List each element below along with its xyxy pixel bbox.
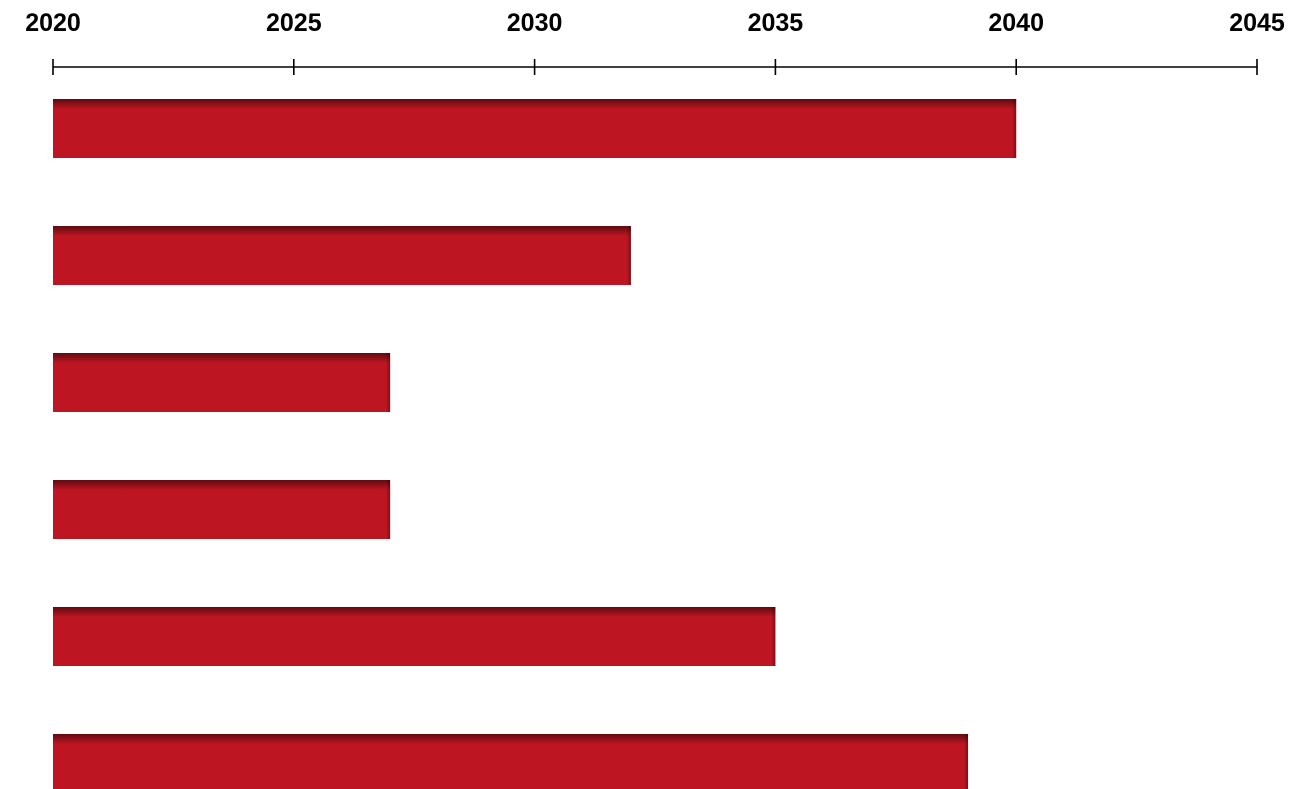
bar-body (53, 353, 391, 412)
bar (53, 226, 631, 285)
x-tick-label: 2020 (25, 9, 81, 37)
bar-body (53, 734, 969, 789)
bar-edge-shade (626, 226, 631, 285)
bar-body (53, 99, 1017, 158)
bar-body (53, 226, 631, 285)
bar (53, 353, 391, 412)
bar-edge-shade (386, 353, 391, 412)
bar (53, 480, 391, 539)
x-tick-label: 2025 (266, 9, 322, 37)
bar-edge-shade (1012, 99, 1017, 158)
bar (53, 734, 969, 789)
bar-edge-shade (964, 734, 969, 789)
x-tick-label: 2040 (988, 9, 1044, 37)
bars (53, 99, 1017, 789)
bar-body (53, 480, 391, 539)
bar-body (53, 607, 776, 666)
x-axis: 2020 2025 2030 2035 2040 2045 (25, 9, 1285, 75)
x-tick-label: 2035 (748, 9, 804, 37)
bar-edge-shade (771, 607, 776, 666)
bar (53, 607, 776, 666)
x-tick-label: 2030 (507, 9, 563, 37)
bar (53, 99, 1017, 158)
bar-edge-shade (386, 480, 391, 539)
x-tick-label: 2045 (1229, 9, 1285, 37)
